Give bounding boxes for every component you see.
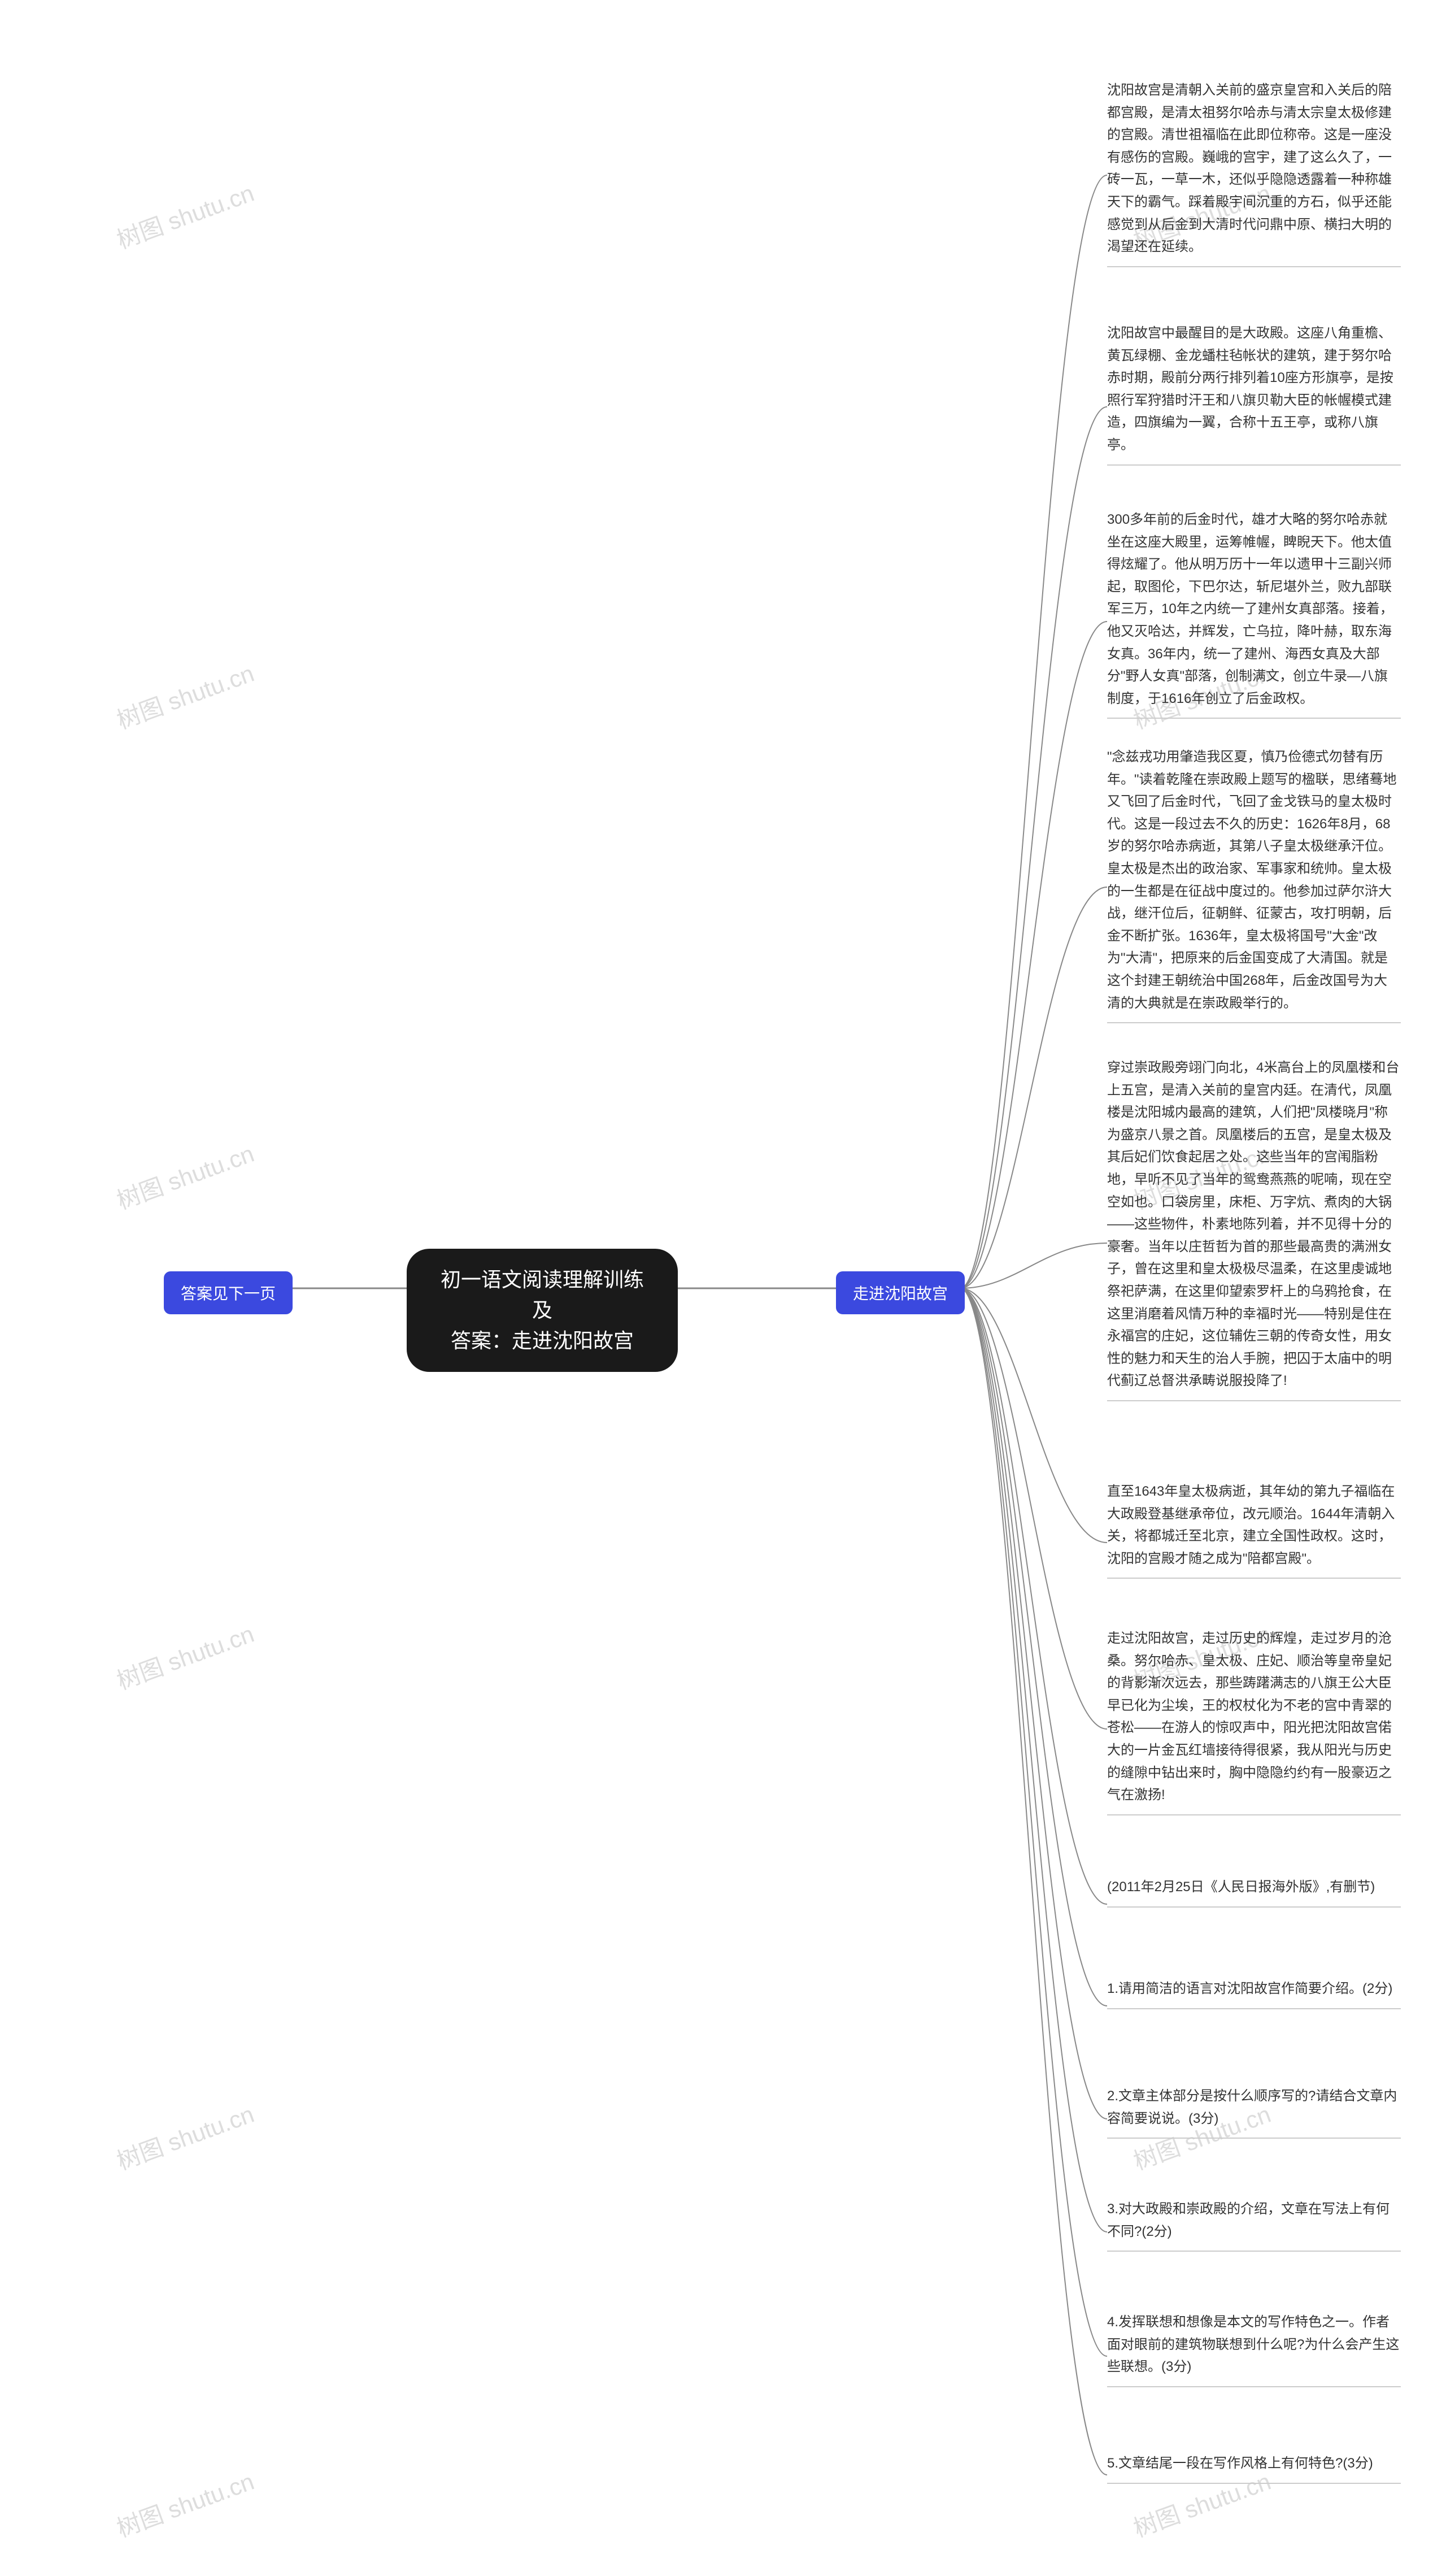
- left-branch-node[interactable]: 答案见下一页: [164, 1271, 293, 1314]
- left-branch-label: 答案见下一页: [181, 1285, 276, 1302]
- paragraph-node: 5.文章结尾一段在写作风格上有何特色?(3分): [1107, 2452, 1401, 2484]
- paragraph-text: 沈阳故宫是清朝入关前的盛京皇宫和入关后的陪都宫殿，是清太祖努尔哈赤与清太宗皇太极…: [1107, 82, 1392, 254]
- paragraph-text: 走过沈阳故宫，走过历史的辉煌，走过岁月的沧桑。努尔哈赤、皇太极、庄妃、顺治等皇帝…: [1107, 1631, 1392, 1802]
- paragraph-node: 沈阳故宫是清朝入关前的盛京皇宫和入关后的陪都宫殿，是清太祖努尔哈赤与清太宗皇太极…: [1107, 79, 1401, 267]
- paragraph-node: 4.发挥联想和想像是本文的写作特色之一。作者面对眼前的建筑物联想到什么呢?为什么…: [1107, 2311, 1401, 2387]
- watermark: 树图 shutu.cn: [111, 1135, 258, 1216]
- paragraph-node: 2.文章主体部分是按什么顺序写的?请结合文章内容简要说说。(3分): [1107, 2085, 1401, 2139]
- paragraph-text: 300多年前的后金时代，雄才大略的努尔哈赤就坐在这座大殿里，运筹帷幄，睥睨天下。…: [1107, 512, 1393, 706]
- paragraph-node: 穿过崇政殿旁翊门向北，4米高台上的凤凰楼和台上五宫，是清入关前的皇宫内廷。在清代…: [1107, 1057, 1401, 1401]
- paragraph-text: "念兹戎功用肇造我区夏，慎乃俭德式勿替有历年。"读着乾隆在崇政殿上题写的楹联，思…: [1107, 749, 1397, 1011]
- watermark: 树图 shutu.cn: [111, 174, 258, 255]
- paragraph-text: 1.请用简洁的语言对沈阳故宫作简要介绍。(2分): [1107, 1981, 1392, 1996]
- right-branch-node[interactable]: 走进沈阳故宫: [836, 1271, 965, 1314]
- paragraph-text: 4.发挥联想和想像是本文的写作特色之一。作者面对眼前的建筑物联想到什么呢?为什么…: [1107, 2314, 1399, 2374]
- paragraph-text: 2.文章主体部分是按什么顺序写的?请结合文章内容简要说说。(3分): [1107, 2088, 1397, 2126]
- paragraph-text: (2011年2月25日《人民日报海外版》,有删节): [1107, 1879, 1375, 1895]
- watermark: 树图 shutu.cn: [111, 2095, 258, 2177]
- paragraph-node: 3.对大政殿和崇政殿的介绍，文章在写法上有何不同?(2分): [1107, 2198, 1401, 2252]
- right-branch-label: 走进沈阳故宫: [853, 1285, 948, 1302]
- paragraph-node: 300多年前的后金时代，雄才大略的努尔哈赤就坐在这座大殿里，运筹帷幄，睥睨天下。…: [1107, 509, 1401, 719]
- watermark: 树图 shutu.cn: [111, 1615, 258, 1696]
- paragraph-node: "念兹戎功用肇造我区夏，慎乃俭德式勿替有历年。"读着乾隆在崇政殿上题写的楹联，思…: [1107, 746, 1401, 1023]
- paragraph-node: 1.请用简洁的语言对沈阳故宫作简要介绍。(2分): [1107, 1978, 1401, 2009]
- paragraph-node: 沈阳故宫中最醒目的是大政殿。这座八角重檐、黄瓦绿棚、金龙蟠柱毡帐状的建筑，建于努…: [1107, 322, 1401, 466]
- paragraph-node: 走过沈阳故宫，走过历史的辉煌，走过岁月的沧桑。努尔哈赤、皇太极、庄妃、顺治等皇帝…: [1107, 1627, 1401, 1815]
- paragraph-text: 3.对大政殿和崇政殿的介绍，文章在写法上有何不同?(2分): [1107, 2201, 1390, 2239]
- paragraph-node: (2011年2月25日《人民日报海外版》,有删节): [1107, 1876, 1401, 1908]
- paragraph-text: 直至1643年皇太极病逝，其年幼的第九子福临在大政殿登基继承帝位，改元顺治。16…: [1107, 1484, 1395, 1566]
- paragraph-node: 直至1643年皇太极病逝，其年幼的第九子福临在大政殿登基继承帝位，改元顺治。16…: [1107, 1480, 1401, 1579]
- watermark: 树图 shutu.cn: [111, 2462, 258, 2544]
- root-node-label: 初一语文阅读理解训练及答案：走进沈阳故宫: [441, 1268, 644, 1352]
- paragraph-text: 穿过崇政殿旁翊门向北，4米高台上的凤凰楼和台上五宫，是清入关前的皇宫内廷。在清代…: [1107, 1060, 1399, 1388]
- paragraph-text: 5.文章结尾一段在写作风格上有何特色?(3分): [1107, 2456, 1373, 2471]
- root-node[interactable]: 初一语文阅读理解训练及答案：走进沈阳故宫: [407, 1249, 678, 1372]
- paragraph-text: 沈阳故宫中最醒目的是大政殿。这座八角重檐、黄瓦绿棚、金龙蟠柱毡帐状的建筑，建于努…: [1107, 325, 1393, 453]
- watermark: 树图 shutu.cn: [111, 654, 258, 736]
